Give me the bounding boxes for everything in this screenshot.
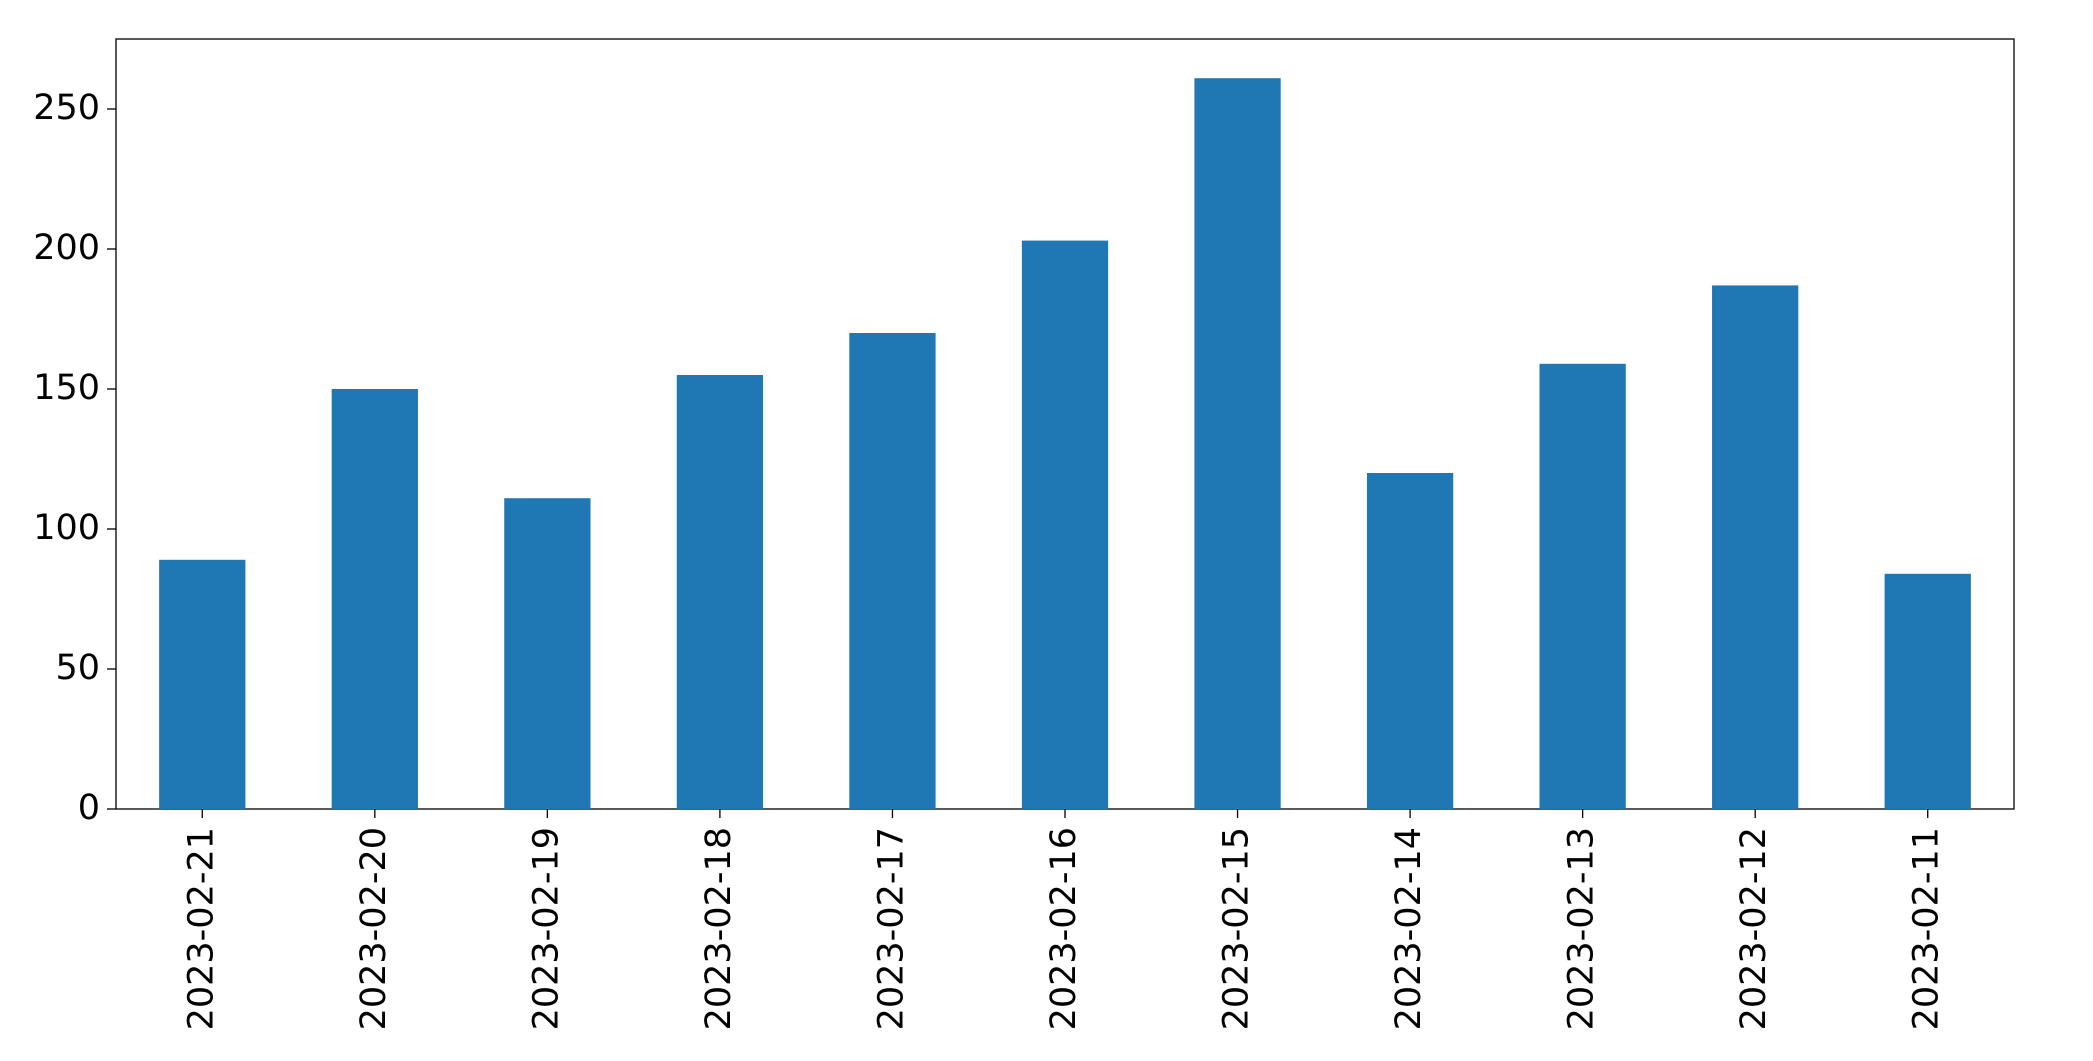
bar [1539,363,1626,809]
x-tick-label: 2023-02-20 [354,827,394,1030]
y-tick-label: 200 [33,228,100,268]
x-tick-label: 2023-02-12 [1734,827,1774,1030]
bar [1366,473,1454,809]
x-tick-label: 2023-02-11 [1907,827,1947,1030]
x-tick-label: 2023-02-15 [1217,827,1257,1030]
bar [676,375,764,809]
bar [504,498,591,809]
bar [849,333,936,809]
y-tick-label: 250 [33,88,100,128]
x-tick-label: 2023-02-13 [1562,827,1602,1030]
y-tick-label: 100 [33,508,100,548]
x-tick-label: 2023-02-16 [1044,827,1084,1030]
bar [159,559,246,809]
bar [1194,78,1281,809]
x-tick-label: 2023-02-17 [871,827,911,1030]
y-tick-label: 150 [33,368,100,408]
bar [1712,285,1799,809]
x-tick-label: 2023-02-19 [526,827,566,1030]
bar [1884,573,1971,809]
bar [1021,240,1109,810]
x-tick-label: 2023-02-21 [181,827,221,1030]
x-tick-label: 2023-02-14 [1389,827,1429,1030]
y-tick-label: 50 [55,648,100,688]
y-tick-label: 0 [78,788,100,828]
bar [331,389,418,809]
x-tick-label: 2023-02-18 [699,827,739,1030]
